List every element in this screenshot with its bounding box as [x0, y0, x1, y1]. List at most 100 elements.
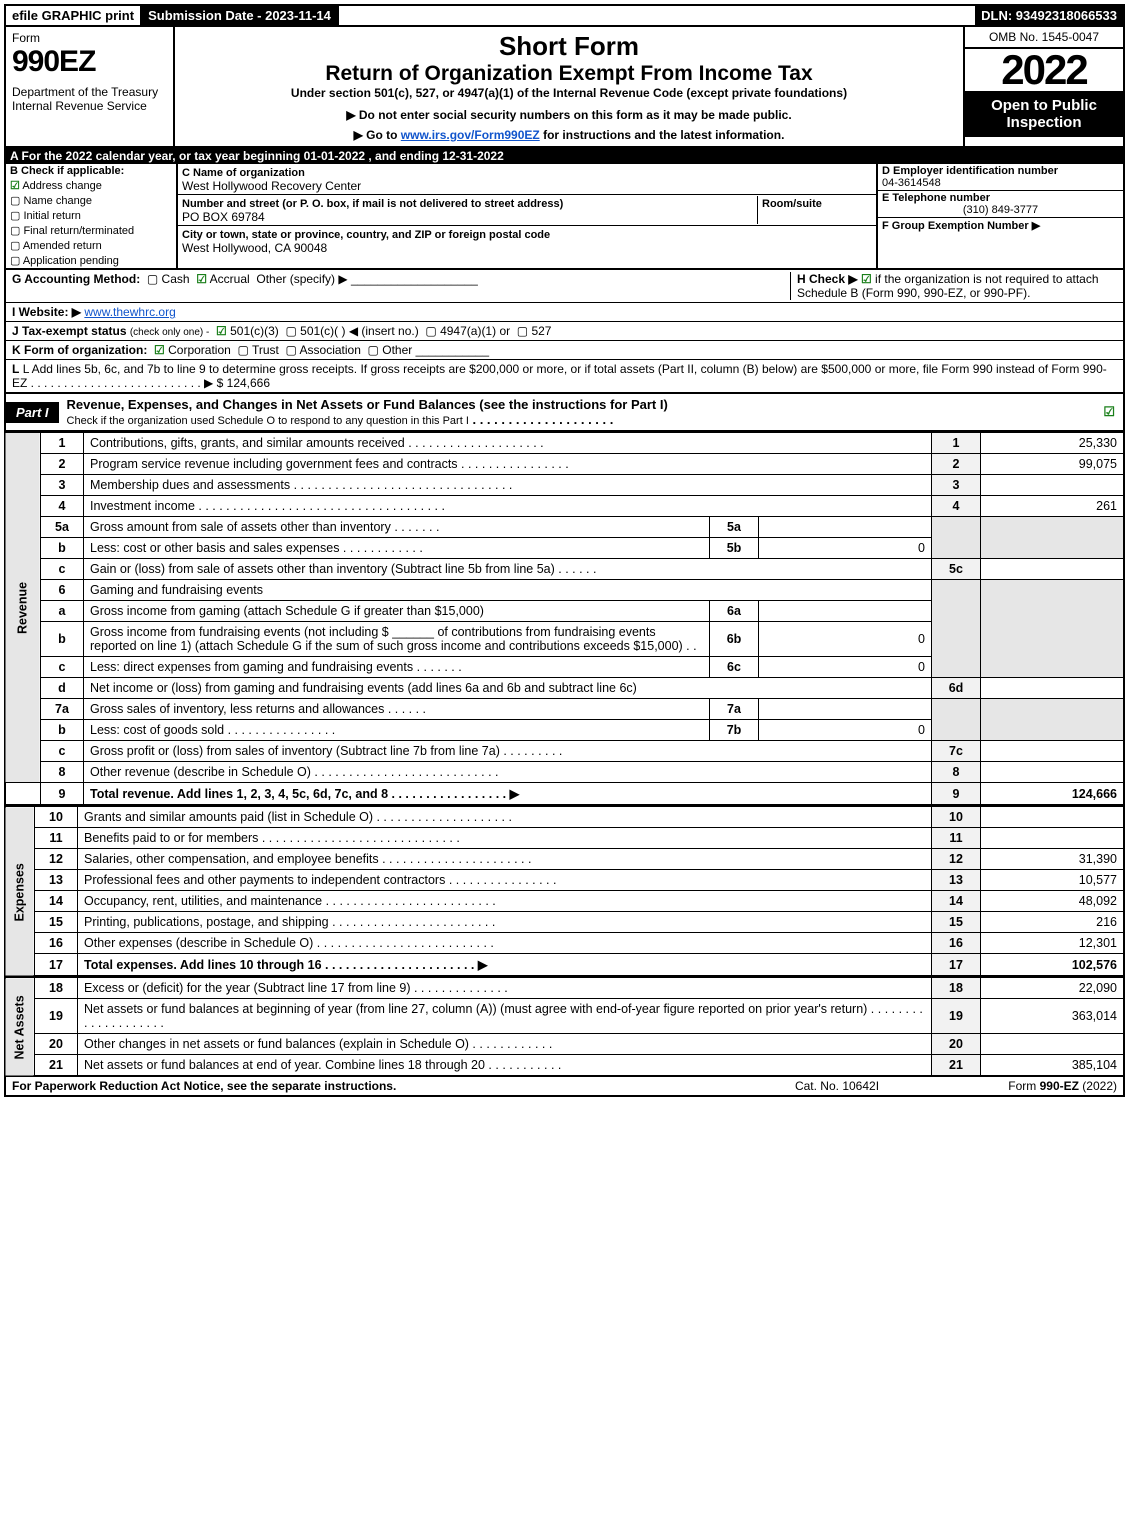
inline-value: 0 — [759, 538, 932, 559]
goto-line: ▶ Go to www.irs.gov/Form990EZ for instru… — [181, 128, 957, 142]
box-b-label-3: Final return/terminated — [23, 225, 134, 237]
line-box: 10 — [932, 807, 981, 828]
line-desc: Other changes in net assets or fund bala… — [84, 1037, 469, 1051]
box-b-label-0: Address change — [22, 180, 102, 192]
line-amt: 25,330 — [981, 433, 1125, 454]
line-box: 6d — [932, 678, 981, 699]
box-c-city-label: City or town, state or province, country… — [182, 229, 550, 241]
box-j-note: (check only one) - — [130, 327, 209, 338]
line-21: 21 Net assets or fund balances at end of… — [5, 1055, 1124, 1077]
revenue-table: Revenue 1 Contributions, gifts, grants, … — [4, 432, 1125, 806]
box-k-opt-0: Corporation — [168, 343, 231, 357]
check-icon: ☑ — [1103, 404, 1115, 419]
line-box: 4 — [932, 496, 981, 517]
line-box: 17 — [932, 954, 981, 977]
inline-value: 0 — [759, 657, 932, 678]
line-desc: Occupancy, rent, utilities, and maintena… — [84, 894, 322, 908]
netassets-table: Net Assets 18 Excess or (deficit) for th… — [4, 977, 1125, 1077]
box-l: L L Add lines 5b, 6c, and 7b to line 9 t… — [6, 360, 1123, 392]
submission-date: Submission Date - 2023-11-14 — [142, 6, 339, 25]
line-box: 7c — [932, 741, 981, 762]
box-d: D Employer identification number 04-3614… — [878, 164, 1123, 191]
line-12: 12 Salaries, other compensation, and emp… — [5, 849, 1124, 870]
line-desc: Gross profit or (loss) from sales of inv… — [90, 744, 500, 758]
line-desc: Contributions, gifts, grants, and simila… — [84, 433, 932, 454]
box-e: E Telephone number (310) 849-3777 — [878, 191, 1123, 218]
line-5c: c Gain or (loss) from sale of assets oth… — [5, 559, 1124, 580]
boxes-def: D Employer identification number 04-3614… — [878, 164, 1123, 268]
inline-value — [759, 517, 932, 538]
line-desc: Salaries, other compensation, and employ… — [84, 852, 379, 866]
line-box: 20 — [932, 1034, 981, 1055]
line-desc: Gain or (loss) from sale of assets other… — [90, 562, 555, 576]
part1-label: Part I — [6, 402, 59, 423]
line-desc: Professional fees and other payments to … — [84, 873, 445, 887]
ein: 04-3614548 — [882, 177, 941, 189]
box-k: K Form of organization: ☑ Corporation ▢ … — [6, 341, 1123, 360]
goto-link[interactable]: www.irs.gov/Form990EZ — [401, 128, 540, 142]
line-box: 3 — [932, 475, 981, 496]
line-amt: 31,390 — [981, 849, 1125, 870]
inline-label: 7b — [710, 720, 759, 741]
inline-label: 6c — [710, 657, 759, 678]
goto-prefix: ▶ Go to — [354, 128, 398, 142]
box-h: H Check ▶ ☑ if the organization is not r… — [790, 272, 1117, 300]
box-b-item-3: ▢ Final return/terminated — [6, 223, 176, 238]
line-desc: Printing, publications, postage, and shi… — [84, 915, 329, 929]
line-amt: 12,301 — [981, 933, 1125, 954]
box-j-opt-2: 4947(a)(1) or — [440, 324, 510, 338]
expenses-table: Expenses 10 Grants and similar amounts p… — [4, 806, 1125, 977]
header-right: OMB No. 1545-0047 2022 Open to Public In… — [965, 27, 1123, 146]
line-amt: 363,014 — [981, 999, 1125, 1034]
box-f: F Group Exemption Number ▶ — [878, 218, 1123, 233]
footer-right-pre: Form — [1008, 1079, 1039, 1093]
line-11: 11 Benefits paid to or for members . . .… — [5, 828, 1124, 849]
line-amt — [981, 807, 1125, 828]
line-box: 16 — [932, 933, 981, 954]
inline-label: 5a — [710, 517, 759, 538]
line-desc: Gaming and fundraising events — [84, 580, 932, 601]
line-13: 13 Professional fees and other payments … — [5, 870, 1124, 891]
line-desc: Benefits paid to or for members — [84, 831, 258, 845]
line-14: 14 Occupancy, rent, utilities, and maint… — [5, 891, 1124, 912]
box-j-opt-1: 501(c)( ) ◀ (insert no.) — [300, 324, 419, 338]
line-amt-shade — [981, 699, 1125, 741]
tax-year: 2022 — [965, 49, 1123, 91]
line-amt — [981, 559, 1125, 580]
topbar: efile GRAPHIC print Submission Date - 20… — [4, 4, 1125, 27]
line-6: 6 Gaming and fundraising events — [5, 580, 1124, 601]
line-amt — [981, 475, 1125, 496]
line-17: 17 Total expenses. Add lines 10 through … — [5, 954, 1124, 977]
box-b-item-5: ▢ Application pending — [6, 253, 176, 268]
line-amt-shade — [981, 517, 1125, 559]
box-d-label: D Employer identification number — [882, 165, 1058, 177]
line-desc: Other revenue (describe in Schedule O) — [90, 765, 311, 779]
box-b-title: B Check if applicable: — [6, 164, 176, 178]
line-desc: Program service revenue including govern… — [90, 457, 458, 471]
revenue-section-label: Revenue — [5, 433, 41, 783]
line-num: 1 — [41, 433, 84, 454]
box-c-street-row: Number and street (or P. O. box, if mail… — [178, 195, 876, 226]
line-5a: 5a Gross amount from sale of assets othe… — [5, 517, 1124, 538]
line-18: Net Assets 18 Excess or (deficit) for th… — [5, 978, 1124, 999]
line-desc: Net assets or fund balances at end of ye… — [84, 1058, 485, 1072]
box-b: B Check if applicable: ☑ Address change … — [6, 164, 178, 268]
box-g-other: Other (specify) ▶ — [256, 272, 347, 286]
box-c-room-label: Room/suite — [762, 198, 822, 210]
box-c: C Name of organization West Hollywood Re… — [178, 164, 878, 268]
section-a: A For the 2022 calendar year, or tax yea… — [4, 148, 1125, 164]
dept-label: Department of the Treasury — [12, 85, 167, 99]
header-center: Short Form Return of Organization Exempt… — [175, 27, 965, 146]
box-b-item-2: ▢ Initial return — [6, 208, 176, 223]
meta-grid: B Check if applicable: ☑ Address change … — [4, 164, 1125, 270]
line-desc: Excess or (deficit) for the year (Subtra… — [84, 981, 411, 995]
line-box: 2 — [932, 454, 981, 475]
box-b-item-1: ▢ Name change — [6, 193, 176, 208]
line-box: 12 — [932, 849, 981, 870]
line-box: 14 — [932, 891, 981, 912]
box-h-label: H Check ▶ — [797, 272, 858, 286]
website-link[interactable]: www.thewhrc.org — [84, 305, 175, 319]
line-amt: 385,104 — [981, 1055, 1125, 1077]
part1-sub: Check if the organization used Schedule … — [67, 415, 469, 427]
dln: DLN: 93492318066533 — [975, 6, 1123, 25]
